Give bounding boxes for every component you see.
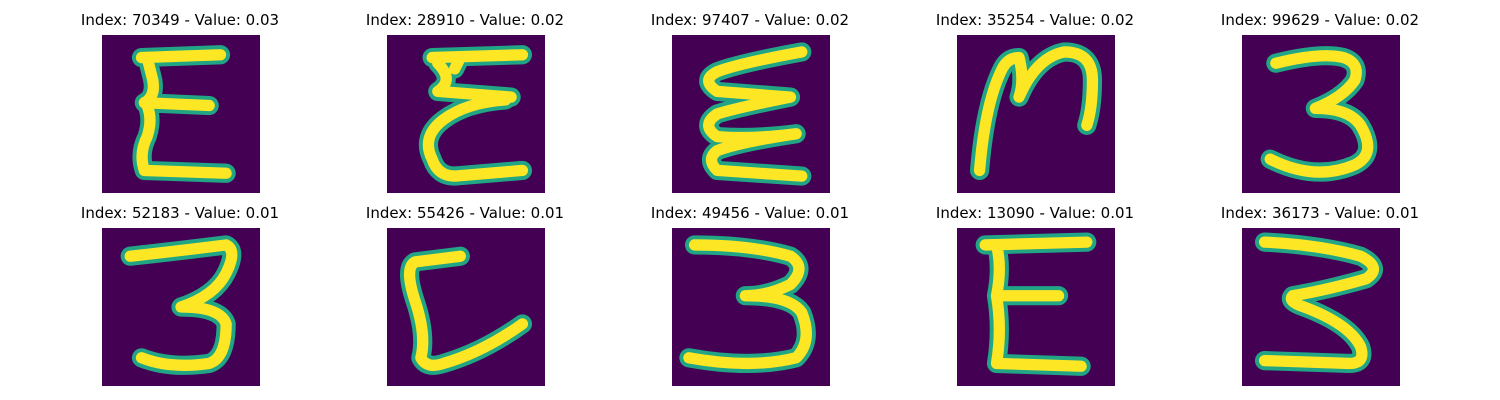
panel-10: Index: 36173 - Value: 0.01 [1170, 193, 1470, 393]
digit-image [672, 35, 830, 193]
digit-image [957, 228, 1115, 386]
digit-image [1242, 35, 1400, 193]
panel-title: Index: 55426 - Value: 0.01 [365, 204, 565, 222]
panel-title: Index: 28910 - Value: 0.02 [365, 11, 565, 29]
panel-title: Index: 35254 - Value: 0.02 [935, 11, 1135, 29]
panel-4: Index: 35254 - Value: 0.02 [885, 0, 1185, 200]
panel-7: Index: 55426 - Value: 0.01 [315, 193, 615, 393]
panel-6: Index: 52183 - Value: 0.01 [30, 193, 330, 393]
panel-5: Index: 99629 - Value: 0.02 [1170, 0, 1470, 200]
panel-title: Index: 70349 - Value: 0.03 [80, 11, 280, 29]
panel-title: Index: 13090 - Value: 0.01 [935, 204, 1135, 222]
digit-image [102, 35, 260, 193]
panel-title: Index: 99629 - Value: 0.02 [1220, 11, 1420, 29]
panel-title: Index: 36173 - Value: 0.01 [1220, 204, 1420, 222]
digit-image [102, 228, 260, 386]
digit-image [387, 228, 545, 386]
digit-image [672, 228, 830, 386]
panel-9: Index: 13090 - Value: 0.01 [885, 193, 1185, 393]
panel-2: Index: 28910 - Value: 0.02 [315, 0, 615, 200]
panel-title: Index: 97407 - Value: 0.02 [650, 11, 850, 29]
panel-title: Index: 49456 - Value: 0.01 [650, 204, 850, 222]
panel-3: Index: 97407 - Value: 0.02 [600, 0, 900, 200]
digit-image [957, 35, 1115, 193]
panel-1: Index: 70349 - Value: 0.03 [30, 0, 330, 200]
panel-title: Index: 52183 - Value: 0.01 [80, 204, 280, 222]
digit-image [387, 35, 545, 193]
digit-image [1242, 228, 1400, 386]
panel-8: Index: 49456 - Value: 0.01 [600, 193, 900, 393]
